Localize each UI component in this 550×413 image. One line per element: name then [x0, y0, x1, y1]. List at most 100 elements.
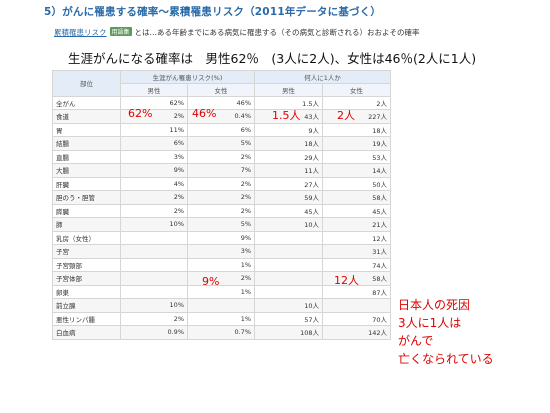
female-people-cell: 227人	[321, 109, 392, 124]
female-risk-cell: 2%	[187, 149, 255, 164]
table-row: 子宮体部 2% 58人	[52, 271, 392, 286]
glossary-term-link[interactable]: 累積罹患リスク	[54, 28, 107, 37]
male-people-cell: 10人	[254, 298, 323, 313]
table-row: 子宮 3% 31人	[52, 244, 392, 259]
male-risk-cell: 3%	[120, 149, 188, 164]
male-risk-cell	[120, 230, 188, 245]
female-people-cell: 58人	[321, 190, 392, 205]
male-people-cell: 18人	[254, 136, 323, 151]
table-row: 直腸 3% 2% 29人 53人	[52, 149, 392, 164]
header-risk: 生涯がん罹患リスク(%)	[120, 70, 255, 84]
male-risk-cell	[120, 271, 188, 286]
male-risk-cell: 2%	[120, 311, 188, 326]
annotation-breast-female-risk: 9%	[202, 275, 220, 288]
site-cell: 肝臓	[52, 176, 121, 191]
risk-table: 部位 生涯がん罹患リスク(%) 何人に1人か 男性 女性 男性 女性 全がん 62…	[52, 70, 392, 340]
male-people-cell: 9人	[254, 122, 323, 137]
male-people-cell	[254, 230, 323, 245]
table-row: 胃 11% 6% 9人 18人	[52, 122, 392, 137]
site-cell: 卵巣	[52, 284, 121, 299]
table-row: 胆のう・胆管 2% 2% 59人 58人	[52, 190, 392, 205]
male-risk-cell: 2%	[120, 109, 188, 124]
site-cell: 膵臓	[52, 203, 121, 218]
headline: 生涯がんになる確率は 男性62％ (3人に2人)、女性は46％(2人に1人)	[68, 51, 477, 66]
female-people-cell: 70人	[321, 311, 392, 326]
male-people-cell: 59人	[254, 190, 323, 205]
site-cell: 悪性リンパ腫	[52, 311, 121, 326]
header-site: 部位	[52, 70, 121, 97]
table-row: 大腸 9% 7% 11人 14人	[52, 163, 392, 178]
site-cell: 食道	[52, 109, 121, 124]
female-risk-cell: 1%	[187, 257, 255, 272]
site-cell: 子宮体部	[52, 271, 121, 286]
female-people-cell: 31人	[321, 244, 392, 259]
female-risk-cell: 0.4%	[187, 109, 255, 124]
male-risk-cell: 9%	[120, 163, 188, 178]
female-people-cell: 87人	[321, 284, 392, 299]
female-risk-cell: 1%	[187, 284, 255, 299]
female-people-cell: 12人	[321, 230, 392, 245]
male-risk-cell: 4%	[120, 176, 188, 191]
female-people-cell: 19人	[321, 136, 392, 151]
female-people-cell: 53人	[321, 149, 392, 164]
site-cell: 肺	[52, 217, 121, 232]
male-people-cell: 43人	[254, 109, 323, 124]
definition-line: 累積罹患リスク 用語集 とは…ある年齢までにある病気に罹患する（その病気と診断される…	[54, 27, 420, 38]
table-row: 悪性リンパ腫 2% 1% 57人 70人	[52, 311, 392, 326]
note-line-4: 亡くなられている	[398, 352, 494, 366]
female-risk-cell: 9%	[187, 230, 255, 245]
table-row: 卵巣 1% 87人	[52, 284, 392, 299]
female-risk-cell: 2%	[187, 203, 255, 218]
note-line-1: 日本人の死因	[398, 298, 471, 312]
site-cell: 子宮	[52, 244, 121, 259]
note-line-3: がんで	[398, 334, 434, 348]
death-cause-note: 日本人の死因 3人に1人は がんで 亡くなられている	[398, 296, 494, 368]
male-people-cell	[254, 257, 323, 272]
site-cell: 乳房（女性）	[52, 230, 121, 245]
male-risk-cell: 6%	[120, 136, 188, 151]
male-people-cell: 45人	[254, 203, 323, 218]
male-risk-cell: 2%	[120, 190, 188, 205]
male-people-cell: 10人	[254, 217, 323, 232]
male-risk-cell	[120, 244, 188, 259]
male-risk-cell: 10%	[120, 217, 188, 232]
annotation-all-male-risk: 62%	[128, 107, 153, 120]
header-risk-female: 女性	[187, 83, 255, 97]
male-people-cell: 29人	[254, 149, 323, 164]
male-risk-cell: 11%	[120, 122, 188, 137]
annotation-all-male-people: 1.5人	[272, 109, 301, 122]
female-risk-cell: 7%	[187, 163, 255, 178]
female-people-cell: 74人	[321, 257, 392, 272]
female-risk-cell: 2%	[187, 271, 255, 286]
male-risk-cell: 0.9%	[120, 325, 188, 340]
table-row: 肺 10% 5% 10人 21人	[52, 217, 392, 232]
female-risk-cell: 1%	[187, 311, 255, 326]
site-cell: 胆のう・胆管	[52, 190, 121, 205]
site-cell: 白血病	[52, 325, 121, 340]
annotation-breast-female-people: 12人	[334, 274, 359, 287]
female-people-cell: 21人	[321, 217, 392, 232]
glossary-badge[interactable]: 用語集	[109, 27, 132, 36]
male-people-cell	[254, 284, 323, 299]
female-people-cell	[321, 298, 392, 313]
male-risk-cell	[120, 257, 188, 272]
annotation-all-female-risk: 46%	[192, 107, 217, 120]
table-row: 膵臓 2% 2% 45人 45人	[52, 203, 392, 218]
female-risk-cell: 3%	[187, 244, 255, 259]
table-row: 前立腺 10% 10人	[52, 298, 392, 313]
table-row: 乳房（女性） 9% 12人	[52, 230, 392, 245]
male-people-cell	[254, 244, 323, 259]
male-people-cell: 11人	[254, 163, 323, 178]
female-risk-cell: 5%	[187, 217, 255, 232]
female-risk-cell	[187, 298, 255, 313]
female-risk-cell: 2%	[187, 176, 255, 191]
note-line-2: 3人に1人は	[398, 316, 462, 330]
annotation-all-female-people: 2人	[337, 109, 355, 122]
female-people-cell: 142人	[321, 325, 392, 340]
site-cell: 全がん	[52, 95, 121, 110]
site-cell: 前立腺	[52, 298, 121, 313]
header-people-male: 男性	[254, 83, 323, 97]
female-people-cell: 2人	[321, 95, 392, 110]
male-people-cell: 108人	[254, 325, 323, 340]
definition-text: とは…ある年齢までにある病気に罹患する（その病気と診断される）おおよその確率	[134, 28, 420, 37]
